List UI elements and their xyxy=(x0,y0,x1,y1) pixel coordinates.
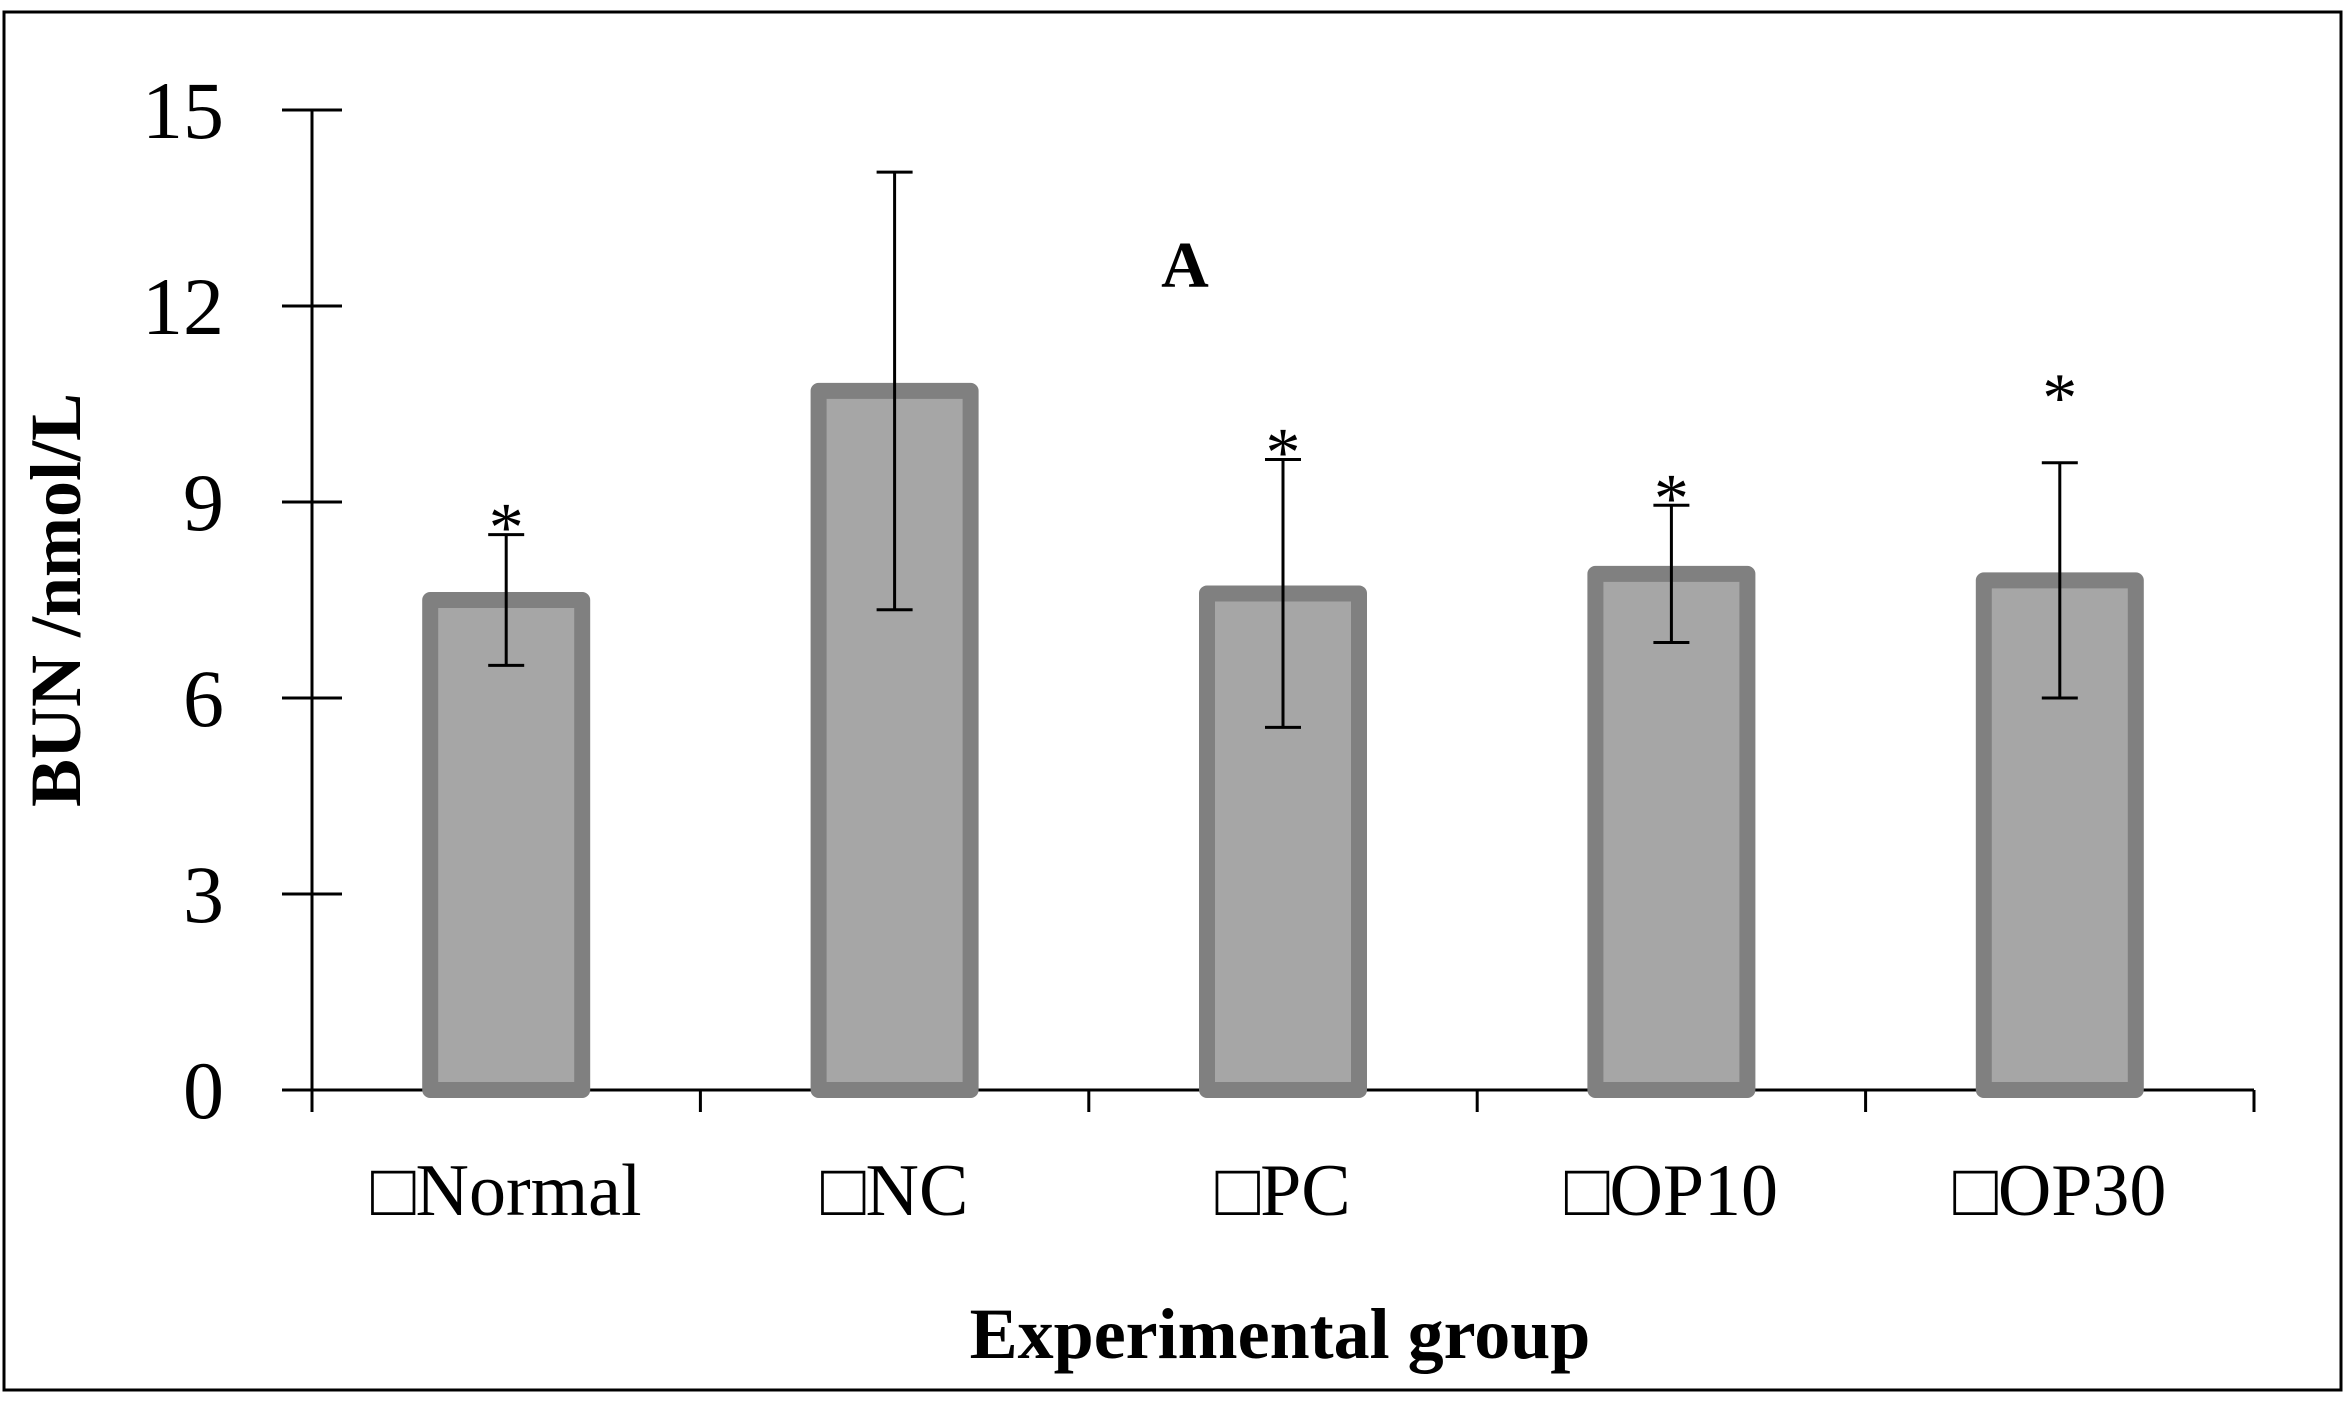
significance-mark: * xyxy=(489,490,524,567)
bars xyxy=(422,382,2144,1099)
x-category-label: □OP30 xyxy=(1953,1150,2166,1232)
labels: 0 3 6 9 12 15 * □Normal □NC * □PC * □OP10 * □OP30 xyxy=(142,65,2166,1232)
significance-mark: * xyxy=(2042,360,2077,437)
y-tick-label: 12 xyxy=(142,261,224,352)
panel-label: A xyxy=(1161,229,1209,302)
y-tick-label: 3 xyxy=(183,849,224,940)
significance-mark: * xyxy=(1654,460,1689,537)
significance-mark: * xyxy=(1266,415,1301,492)
error-bars xyxy=(488,170,2078,729)
bar xyxy=(422,592,591,1098)
y-tick-label: 9 xyxy=(183,457,224,548)
x-axis-title: Experimental group xyxy=(970,1294,1591,1374)
x-category-label: □OP10 xyxy=(1565,1150,1778,1232)
y-axis-title: BUN /nmol/L xyxy=(16,393,96,807)
bar xyxy=(810,382,979,1098)
chart-frame xyxy=(2,10,2343,1392)
y-tick-label: 6 xyxy=(183,653,224,744)
x-category-label: □PC xyxy=(1215,1150,1350,1232)
y-tick-label: 15 xyxy=(142,65,224,156)
x-category-label: □NC xyxy=(821,1150,969,1232)
x-category-label: □Normal xyxy=(371,1150,642,1232)
bar xyxy=(1587,565,1756,1098)
y-tick-label: 0 xyxy=(183,1045,224,1136)
